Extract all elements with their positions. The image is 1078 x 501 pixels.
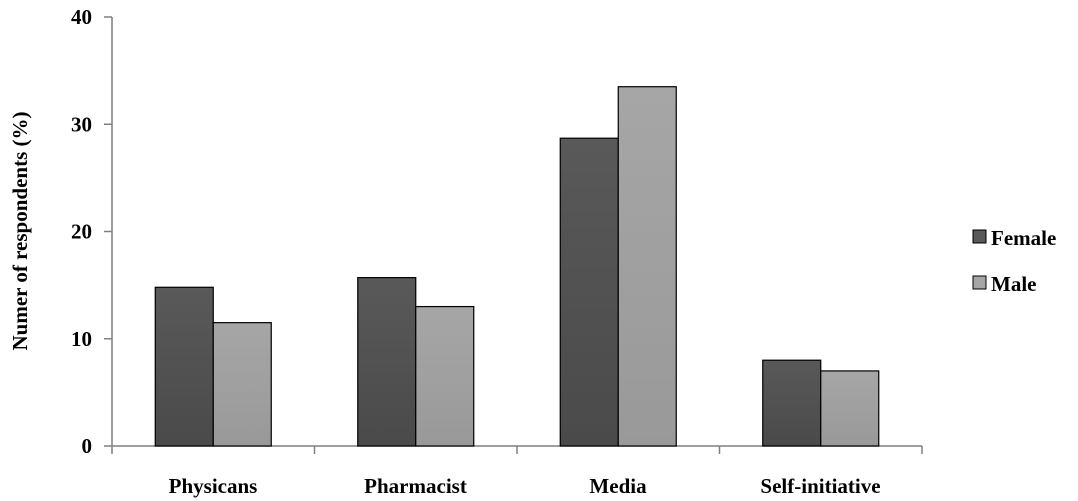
x-category-label-physicans: Physicans (169, 474, 258, 498)
y-tick-label-1: 10 (71, 327, 92, 351)
bar-male-pharmacist (415, 305, 475, 447)
x-axis: Physicans Pharmacist Media Self-initiati… (111, 445, 923, 498)
y-tick-label-4: 40 (71, 5, 92, 29)
legend-label-male: Male (991, 272, 1036, 296)
legend-swatch-male (972, 275, 987, 290)
x-category-label-self-initiative: Self-initiative (760, 474, 880, 498)
bars (154, 86, 880, 447)
y-axis-title: Numer of respondents (%) (8, 112, 32, 351)
legend: Female Male (972, 226, 1056, 296)
y-tick-label-0: 0 (82, 434, 93, 458)
bar-male-self-initiative (820, 370, 880, 447)
y-tick-label-2: 20 (71, 220, 92, 244)
bar-male-media (617, 86, 677, 447)
x-category-label-media: Media (589, 474, 647, 498)
bar-female-self-initiative (762, 359, 822, 447)
legend-swatch-female (972, 229, 987, 244)
bar-female-pharmacist (357, 277, 417, 447)
bar-female-physicans (154, 286, 214, 447)
y-tick-label-3: 30 (71, 112, 92, 136)
bar-male-physicans (212, 322, 272, 447)
bar-female-media (559, 137, 619, 447)
legend-label-female: Female (991, 226, 1056, 250)
x-category-label-pharmacist: Pharmacist (364, 474, 467, 498)
y-axis: 0 10 20 30 40 (71, 5, 113, 458)
